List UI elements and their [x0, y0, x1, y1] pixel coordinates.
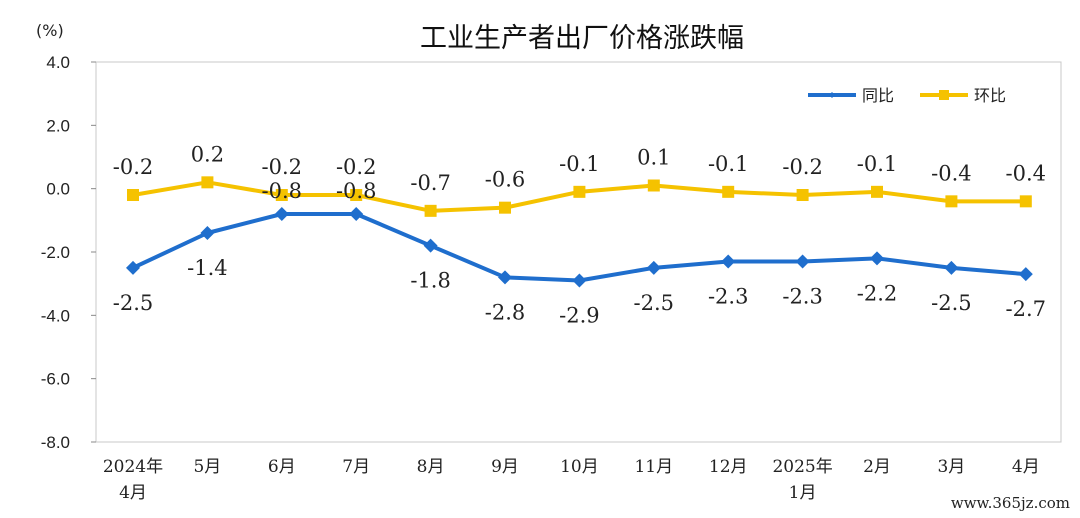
x-tick-label: 3月 [937, 457, 965, 477]
data-label-mom: -0.7 [410, 171, 451, 195]
x-tick-label: 2024年 [103, 457, 163, 477]
data-label-mom: -0.2 [262, 155, 303, 179]
data-label-mom: -0.4 [931, 161, 972, 185]
data-point-yoy [721, 254, 736, 269]
data-label-mom: -0.2 [336, 155, 377, 179]
y-tick-label: -8.0 [41, 433, 70, 452]
legend-marker [829, 92, 835, 98]
x-tick-label: 5月 [193, 457, 221, 477]
data-point-mom [573, 185, 586, 198]
data-label-yoy: -2.5 [634, 291, 675, 315]
data-point-yoy [498, 270, 512, 285]
data-point-mom [647, 179, 660, 192]
data-point-yoy [126, 260, 140, 275]
y-tick-label: 4.0 [46, 53, 70, 72]
data-point-yoy [870, 251, 884, 266]
data-label-mom: -0.6 [485, 168, 526, 192]
y-tick-label: 2.0 [46, 116, 70, 135]
chart-title: 工业生产者出厂价格涨跌幅 [420, 23, 744, 54]
data-label-mom: -0.2 [113, 155, 154, 179]
data-point-yoy [1018, 267, 1033, 282]
data-point-mom [424, 204, 437, 217]
data-point-yoy [944, 260, 959, 275]
plot-area-border [95, 61, 1062, 443]
data-point-yoy [200, 226, 215, 240]
data-point-mom [350, 189, 363, 201]
data-label-yoy: -0.8 [262, 179, 303, 203]
legend-marker [939, 90, 949, 100]
x-tick-label: 4月 [119, 483, 147, 503]
data-point-yoy [795, 254, 810, 269]
data-point-yoy [274, 207, 289, 221]
data-label-mom: 0.2 [191, 142, 224, 166]
x-tick-label: 12月 [709, 457, 748, 477]
data-label-yoy: -2.7 [1006, 297, 1047, 321]
data-label-mom: -0.1 [559, 152, 600, 176]
data-label-mom: -0.2 [782, 155, 823, 179]
y-axis: 4.0 2.0 0.0 -2.0 -4.0 -6.0 -8.0 [41, 53, 96, 452]
data-point-mom [499, 201, 511, 214]
x-tick-label: 7月 [342, 457, 370, 477]
data-point-mom [871, 185, 883, 198]
data-label-mom: -0.1 [708, 152, 749, 176]
data-point-mom [722, 185, 735, 198]
data-label-mom: -0.4 [1006, 161, 1047, 185]
data-label-yoy: -0.8 [336, 179, 377, 203]
data-label-yoy: -2.2 [857, 281, 898, 305]
data-label-yoy: -1.4 [187, 256, 228, 280]
data-point-yoy [349, 207, 364, 221]
y-axis-unit: (%) [36, 21, 64, 40]
data-label-yoy: -2.3 [782, 285, 823, 309]
x-tick-label: 2025年 [772, 457, 832, 477]
x-tick-label: 8月 [417, 457, 445, 477]
x-tick-label: 4月 [1012, 457, 1040, 477]
y-tick-label: -2.0 [41, 243, 70, 262]
legend-label: 同比 [862, 86, 894, 105]
data-label-yoy: -2.5 [931, 291, 972, 315]
data-label-yoy: -2.3 [708, 285, 749, 309]
x-tick-label: 1月 [789, 483, 817, 503]
x-tick-label: 2月 [863, 457, 891, 477]
data-label-yoy: -2.5 [113, 291, 154, 315]
data-point-mom [127, 189, 139, 201]
data-point-mom [945, 195, 958, 208]
data-point-mom [1019, 195, 1032, 208]
data-point-yoy [572, 273, 587, 288]
data-label-mom: -0.1 [857, 152, 898, 176]
data-label-yoy: -2.9 [559, 304, 600, 328]
watermark: www.365jz.com [951, 494, 1070, 512]
data-labels: -2.5 -1.4 -0.8 -0.8 -1.8 -2.8 -2.9 -2.5 -2.3 -2.3… [113, 142, 1046, 327]
x-axis: 2024年 4月 5月 6月 7月 8月 9月 10月 11月 12月 2025年 1月 2月 3月 4月 [103, 457, 1040, 503]
y-tick-label: 0.0 [46, 180, 70, 199]
x-tick-label: 11月 [634, 457, 673, 477]
data-point-mom [796, 189, 809, 201]
y-tick-label: -4.0 [41, 306, 70, 325]
data-point-mom [201, 176, 214, 189]
data-label-yoy: -2.8 [485, 300, 526, 324]
series-line-yoy [132, 212, 1026, 283]
data-label-mom: 0.1 [637, 146, 670, 170]
data-point-yoy [646, 260, 661, 275]
data-label-yoy: -1.8 [410, 269, 451, 293]
x-tick-label: 9月 [491, 457, 519, 477]
data-point-yoy [423, 238, 438, 253]
data-point-mom [275, 189, 288, 201]
legend-label: 环比 [974, 86, 1006, 105]
x-tick-label: 10月 [560, 457, 599, 477]
series-layer [126, 176, 1033, 288]
x-tick-label: 6月 [268, 457, 296, 477]
y-tick-label: -6.0 [41, 370, 70, 389]
legend: 同比 环比 [808, 86, 1006, 105]
